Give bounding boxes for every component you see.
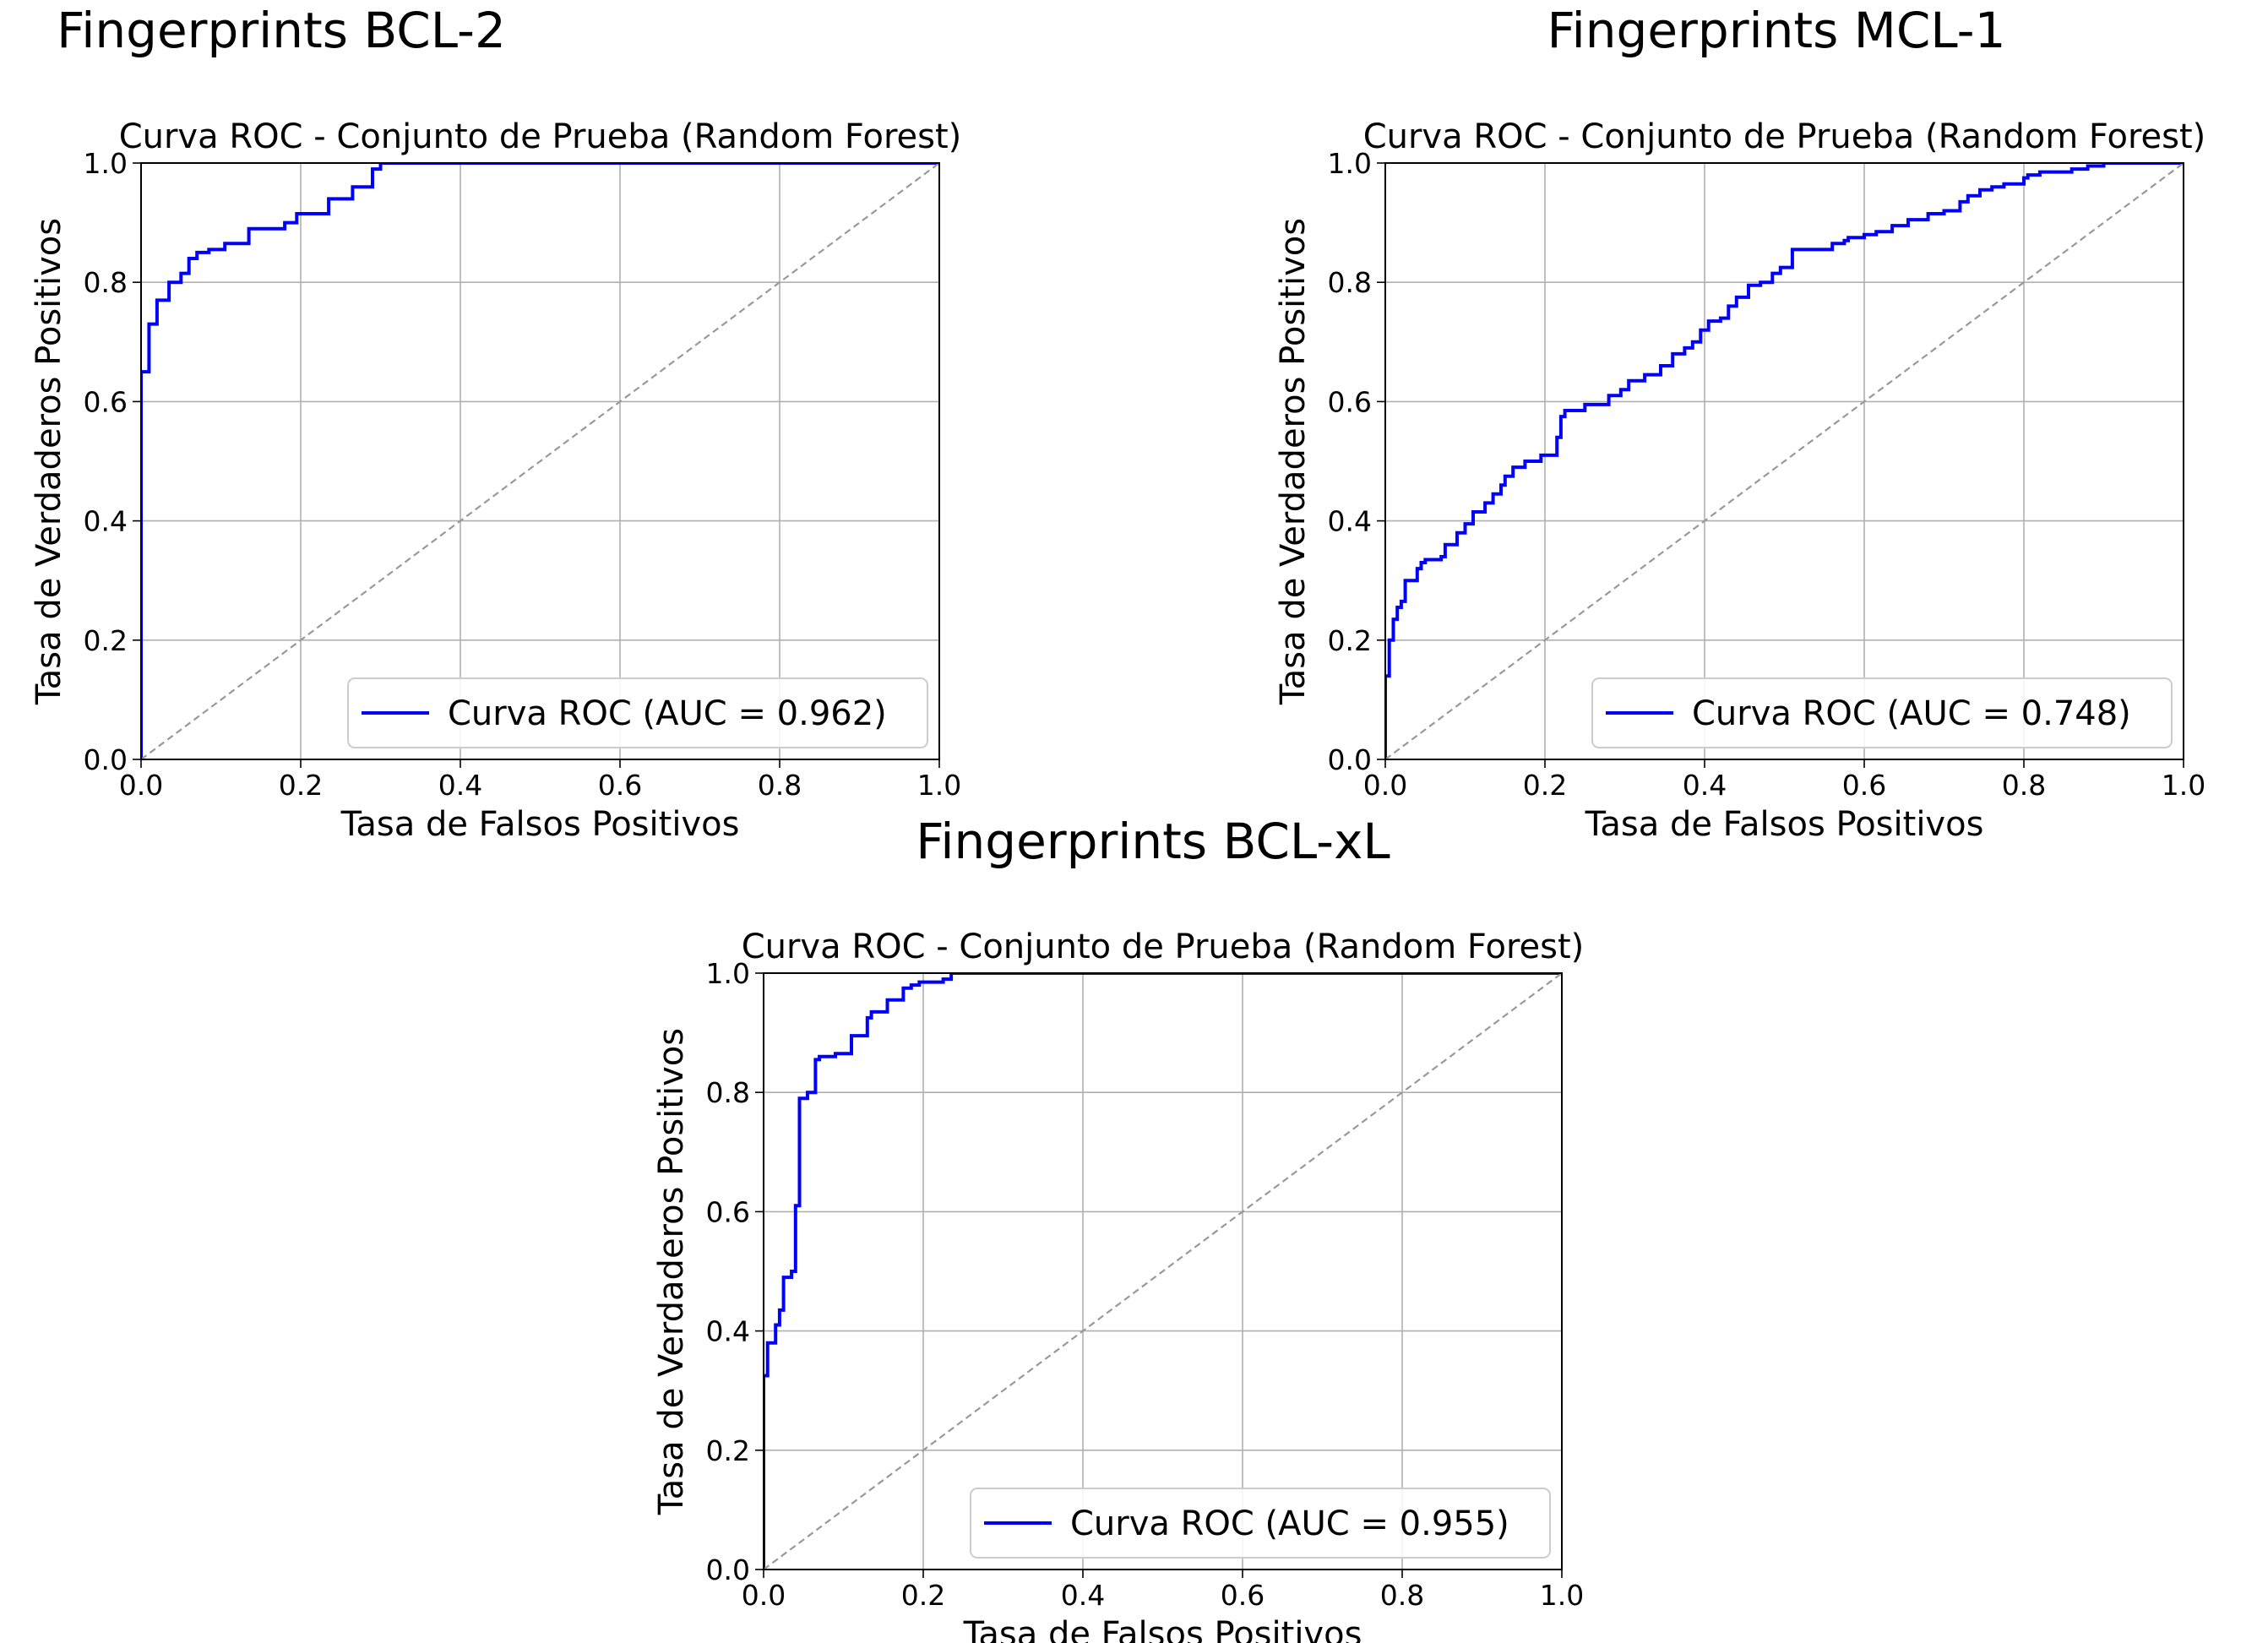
roc-curve-line <box>1385 163 2184 759</box>
roc-chart-bcl2: 0.0 0.2 0.4 0.6 0.8 1.00.00.20.40.60.81.0Curv… <box>30 117 961 844</box>
panel-heading-bcl2: Fingerprints BCL-2 <box>57 2 506 59</box>
x-tick-label: 0.4 <box>1061 1579 1105 1612</box>
y-tick-label: 0.8 <box>1328 266 1372 299</box>
y-tick-label: 0.6 <box>706 1195 750 1228</box>
x-tick-label: 0.6 <box>598 769 642 802</box>
x-axis-label: Tasa de Falsos Positivos <box>963 1615 1362 1643</box>
roc-curve-line <box>764 973 1562 1570</box>
y-tick-label: 0.4 <box>706 1315 750 1348</box>
panel-heading-mcl1: Fingerprints MCL-1 <box>1547 2 2006 59</box>
chart-title: Curva ROC - Conjunto de Prueba (Random F… <box>742 928 1585 966</box>
roc-curve-line <box>141 163 939 759</box>
y-tick-label: 0.8 <box>84 266 128 299</box>
y-tick-label: 1.0 <box>84 147 128 180</box>
y-tick-label: 0.0 <box>706 1553 750 1586</box>
y-tick-label: 0.2 <box>706 1434 750 1467</box>
roc-chart-mcl1: 0.0 0.2 0.4 0.6 0.8 1.00.00.20.40.60.81.0Curv… <box>1274 117 2205 844</box>
y-tick-label: 0.0 <box>1328 743 1372 776</box>
axes-frame <box>1384 162 2184 760</box>
diagonal-reference-line <box>140 162 940 760</box>
legend-label: Curva ROC (AUC = 0.955) <box>1070 1504 1509 1543</box>
y-tick-label: 0.0 <box>84 743 128 776</box>
x-tick-label: 0.4 <box>1683 769 1727 802</box>
x-tick-label: 0.2 <box>901 1579 945 1612</box>
x-tick-label: 0.0 <box>1363 769 1407 802</box>
y-tick-label: 0.4 <box>84 505 128 538</box>
panel-heading-bclxl: Fingerprints BCL-xL <box>916 813 1390 870</box>
x-tick-label: 0.8 <box>758 769 802 802</box>
roc-chart-bclxl: 0.0 0.2 0.4 0.6 0.8 1.00.00.20.40.60.81.0Curv… <box>652 928 1584 1643</box>
y-axis-label: Tasa de Verdaderos Positivos <box>30 218 68 705</box>
chart-title: Curva ROC - Conjunto de Prueba (Random F… <box>1363 117 2206 156</box>
x-tick-label: 0.6 <box>1842 769 1886 802</box>
y-tick-label: 1.0 <box>1328 147 1372 180</box>
x-tick-label: 0.2 <box>279 769 323 802</box>
x-tick-label: 0.8 <box>1380 1579 1424 1612</box>
x-tick-label: 0.2 <box>1523 769 1567 802</box>
diagonal-reference-line <box>1384 162 2184 760</box>
y-tick-label: 1.0 <box>706 957 750 990</box>
y-tick-label: 0.2 <box>84 624 128 657</box>
x-tick-label: 1.0 <box>1540 1579 1584 1612</box>
legend-box <box>970 1488 1551 1559</box>
x-tick-label: 0.0 <box>119 769 163 802</box>
y-tick-label: 0.4 <box>1328 505 1372 538</box>
legend-box <box>347 677 928 748</box>
y-tick-label: 0.8 <box>706 1076 750 1109</box>
x-axis-label: Tasa de Falsos Positivos <box>340 805 740 844</box>
y-axis-label: Tasa de Verdaderos Positivos <box>652 1028 691 1515</box>
x-tick-label: 1.0 <box>2162 769 2205 802</box>
y-tick-label: 0.2 <box>1328 624 1372 657</box>
x-tick-label: 1.0 <box>917 769 961 802</box>
legend-box <box>1591 677 2173 748</box>
chart-title: Curva ROC - Conjunto de Prueba (Random F… <box>119 117 962 156</box>
legend-label: Curva ROC (AUC = 0.748) <box>1692 694 2131 733</box>
axes-frame <box>140 162 940 760</box>
y-axis-label: Tasa de Verdaderos Positivos <box>1274 218 1313 705</box>
x-axis-label: Tasa de Falsos Positivos <box>1585 805 1984 844</box>
axes-frame <box>763 972 1563 1570</box>
diagonal-reference-line <box>763 972 1563 1570</box>
x-tick-label: 0.0 <box>742 1579 786 1612</box>
x-tick-label: 0.6 <box>1221 1579 1265 1612</box>
x-tick-label: 0.8 <box>2002 769 2046 802</box>
y-tick-label: 0.6 <box>1328 385 1372 418</box>
y-tick-label: 0.6 <box>84 385 128 418</box>
x-tick-label: 0.4 <box>438 769 482 802</box>
legend-label: Curva ROC (AUC = 0.962) <box>448 694 887 733</box>
